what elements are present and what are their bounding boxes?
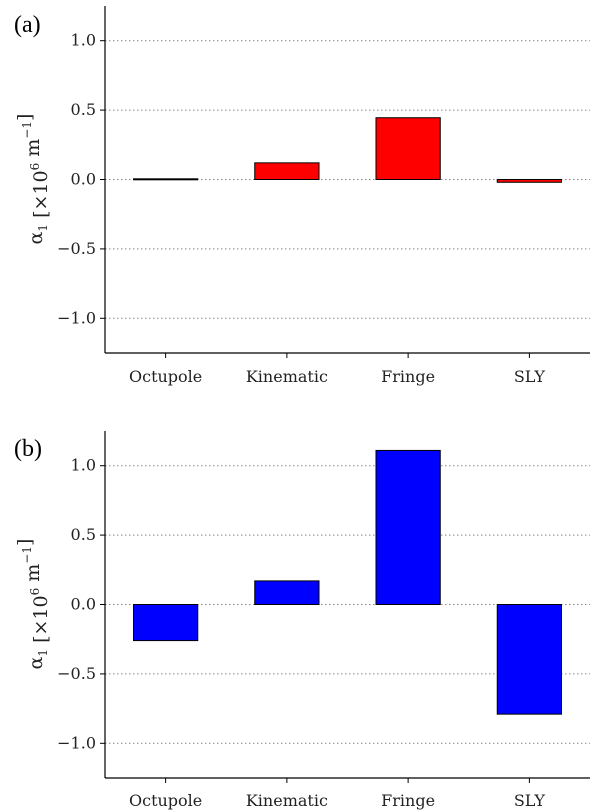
chart-panel-a: −1.0 −0.5 0.0 0.5 1.0 Octupole Kinematic Fringe… xyxy=(14,6,590,386)
x-tick-label: SLY xyxy=(514,367,546,386)
x-tick-label: Fringe xyxy=(381,791,435,810)
y-tick-label: −0.5 xyxy=(57,664,96,683)
y-tick-label: −1.0 xyxy=(57,308,96,327)
y-tick-label: −0.5 xyxy=(57,239,96,258)
bar-kinematic xyxy=(254,162,320,180)
y-tick-label: −1.0 xyxy=(57,733,96,752)
y-tick-label: 0.5 xyxy=(71,525,96,544)
chart-panel-b: −1.0 −0.5 0.0 0.5 1.0 Octupole Kinematic Fringe… xyxy=(14,431,590,810)
bar-octupole xyxy=(132,604,199,642)
bar-fringe xyxy=(375,449,441,605)
panel-label: (b) xyxy=(14,436,42,462)
y-tick-label: 0.5 xyxy=(71,100,96,119)
x-tick-label: Octupole xyxy=(129,791,202,810)
y-tick-label: 0.0 xyxy=(71,595,96,614)
panel-label: (a) xyxy=(14,12,41,38)
x-tick-label: Kinematic xyxy=(246,791,328,810)
bar-fringe xyxy=(375,117,441,180)
x-tick-label: Octupole xyxy=(129,367,202,386)
y-axis-label: α1 [×106 m−1] xyxy=(14,114,52,245)
x-tick-label: SLY xyxy=(514,791,546,810)
bar-sly xyxy=(496,604,563,715)
y-tick-label: 1.0 xyxy=(71,31,96,50)
bar-kinematic xyxy=(254,580,320,605)
bar-octupole xyxy=(132,178,199,181)
x-tick-label: Kinematic xyxy=(246,367,328,386)
bar-sly xyxy=(496,179,563,183)
y-tick-label: 1.0 xyxy=(71,456,96,475)
x-tick-label: Fringe xyxy=(381,367,435,386)
y-tick-label: 0.0 xyxy=(71,170,96,189)
y-axis-label: α1 [×106 m−1] xyxy=(14,539,52,670)
